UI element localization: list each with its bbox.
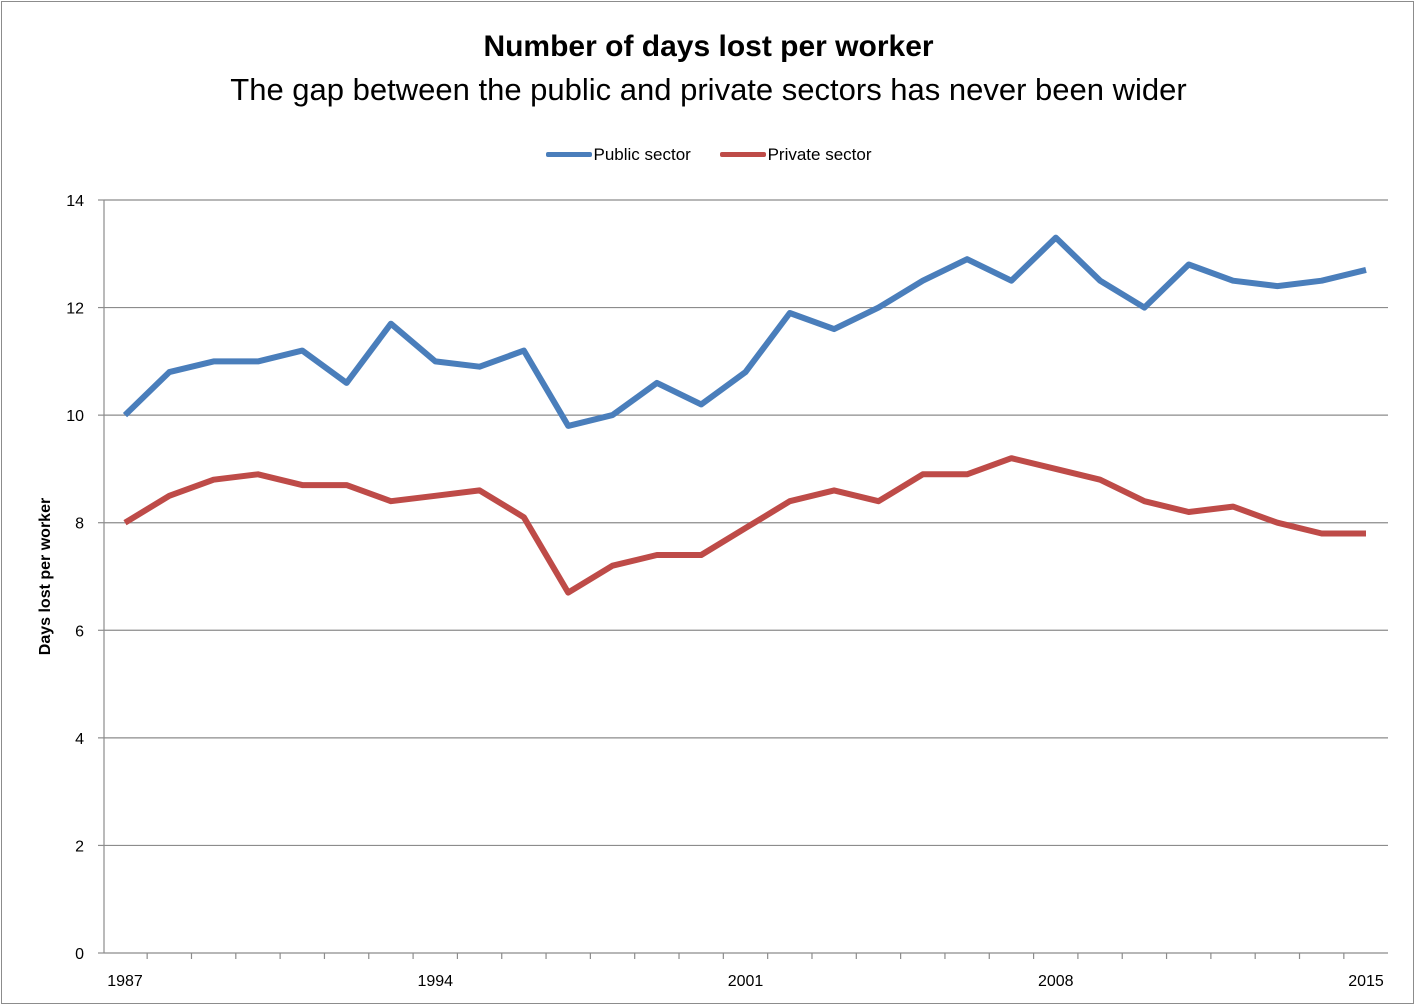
legend-item-private: Private sector bbox=[719, 144, 872, 165]
x-tick-label-2015: 2015 bbox=[1348, 973, 1384, 990]
x-tick-labels: 1987 1994 2001 2008 2015 bbox=[107, 973, 1384, 990]
series-line-public bbox=[122, 234, 1367, 429]
y-axis-label: Days lost per worker bbox=[37, 498, 54, 655]
legend-label-public: Public sector bbox=[593, 144, 691, 164]
y-tick-label-8: 8 bbox=[75, 516, 84, 533]
y-tick-label-10: 10 bbox=[66, 408, 84, 425]
y-tick-label-6: 6 bbox=[75, 623, 84, 640]
axes bbox=[98, 199, 1388, 959]
legend-swatch-public bbox=[545, 152, 592, 157]
chart-title: Number of days lost per worker bbox=[483, 30, 934, 63]
legend-item-public: Public sector bbox=[545, 144, 691, 165]
series-line-private bbox=[123, 455, 1366, 596]
gridlines bbox=[104, 199, 1388, 847]
x-tick-label-2001: 2001 bbox=[728, 973, 764, 990]
x-tick-label-1987: 1987 bbox=[107, 973, 143, 990]
y-tick-label-2: 2 bbox=[75, 838, 84, 855]
y-tick-labels: 0 2 4 6 8 10 12 14 bbox=[66, 193, 84, 963]
y-tick-label-0: 0 bbox=[75, 946, 84, 963]
x-tick-label-1994: 1994 bbox=[417, 973, 453, 990]
y-tick-label-12: 12 bbox=[66, 301, 84, 318]
chart-subtitle: The gap between the public and private s… bbox=[230, 72, 1187, 107]
series-lines bbox=[122, 234, 1367, 596]
x-tick-label-2008: 2008 bbox=[1038, 973, 1074, 990]
y-tick-label-14: 14 bbox=[66, 193, 84, 210]
legend-label-private: Private sector bbox=[767, 144, 872, 164]
legend: Public sector Private sector bbox=[0, 142, 1417, 165]
legend-swatch-private bbox=[719, 152, 766, 157]
y-tick-label-4: 4 bbox=[75, 731, 84, 748]
